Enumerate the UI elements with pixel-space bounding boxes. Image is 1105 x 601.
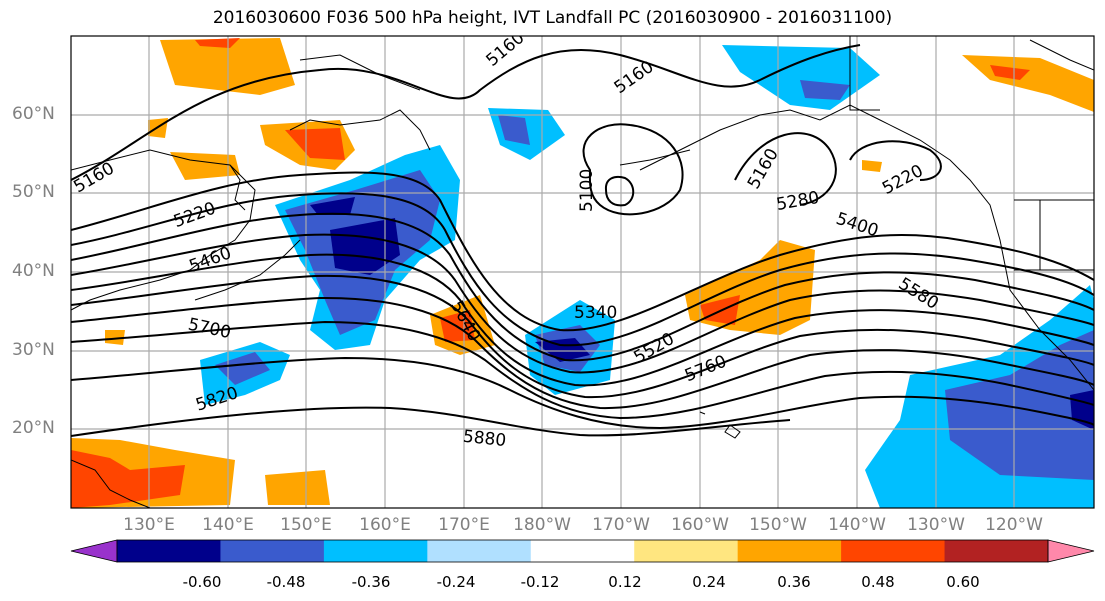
lon-label: 130°E bbox=[123, 515, 175, 535]
lat-label: 40°N bbox=[12, 261, 55, 281]
contour-label: 5700 bbox=[186, 315, 232, 344]
contour-label: 5760 bbox=[682, 352, 730, 387]
contour-label: 5280 bbox=[775, 188, 821, 215]
colorbar-tick: -0.12 bbox=[520, 573, 560, 591]
contour-label: 5520 bbox=[630, 329, 677, 368]
contour-label: 5580 bbox=[895, 274, 942, 314]
lon-label: 140°W bbox=[828, 515, 886, 535]
lon-label: 160°E bbox=[359, 515, 411, 535]
colorbar-tick: 0.24 bbox=[692, 573, 726, 591]
lon-label: 180°W bbox=[513, 515, 571, 535]
lon-label: 150°W bbox=[749, 515, 807, 535]
colorbar-tick: -0.24 bbox=[436, 573, 476, 591]
colorbar-tick: 0.12 bbox=[608, 573, 642, 591]
coastlines bbox=[71, 36, 1094, 508]
ivt-shading bbox=[71, 38, 1094, 508]
colorbar-tick: -0.36 bbox=[351, 573, 391, 591]
lon-label: 120°W bbox=[985, 515, 1043, 535]
lon-label: 140°E bbox=[202, 515, 254, 535]
lon-label: 150°E bbox=[280, 515, 332, 535]
lon-label: 160°W bbox=[671, 515, 729, 535]
lon-label: 170°W bbox=[592, 515, 650, 535]
colorbar-tick: 0.36 bbox=[777, 573, 811, 591]
map-frame bbox=[70, 35, 1095, 509]
contour-label: 5100 bbox=[577, 169, 597, 212]
colorbar-tick: 0.60 bbox=[946, 573, 980, 591]
colorbar-tick: 0.48 bbox=[861, 573, 895, 591]
lat-label: 50°N bbox=[12, 182, 55, 202]
lat-label: 60°N bbox=[12, 104, 55, 124]
lat-label: 30°N bbox=[12, 340, 55, 360]
contour-label: 5160 bbox=[611, 57, 658, 98]
colorbar-tick: -0.48 bbox=[266, 573, 306, 591]
contour-label: 5820 bbox=[193, 383, 240, 415]
contour-label: 5880 bbox=[462, 427, 507, 451]
lat-label: 20°N bbox=[12, 418, 55, 438]
lon-label: 170°E bbox=[438, 515, 490, 535]
height-contours bbox=[71, 44, 1094, 437]
colorbar-tick: -0.60 bbox=[182, 573, 222, 591]
contour-label: 5340 bbox=[574, 303, 617, 323]
contour-label: 5220 bbox=[171, 198, 218, 232]
contour-label: 5160 bbox=[744, 145, 783, 192]
map-title: 2016030600 F036 500 hPa height, IVT Land… bbox=[212, 8, 893, 28]
lon-label: 130°W bbox=[907, 515, 965, 535]
map-panel: 5160 5160 5160 5220 5460 5700 5820 5640 … bbox=[70, 35, 1095, 509]
